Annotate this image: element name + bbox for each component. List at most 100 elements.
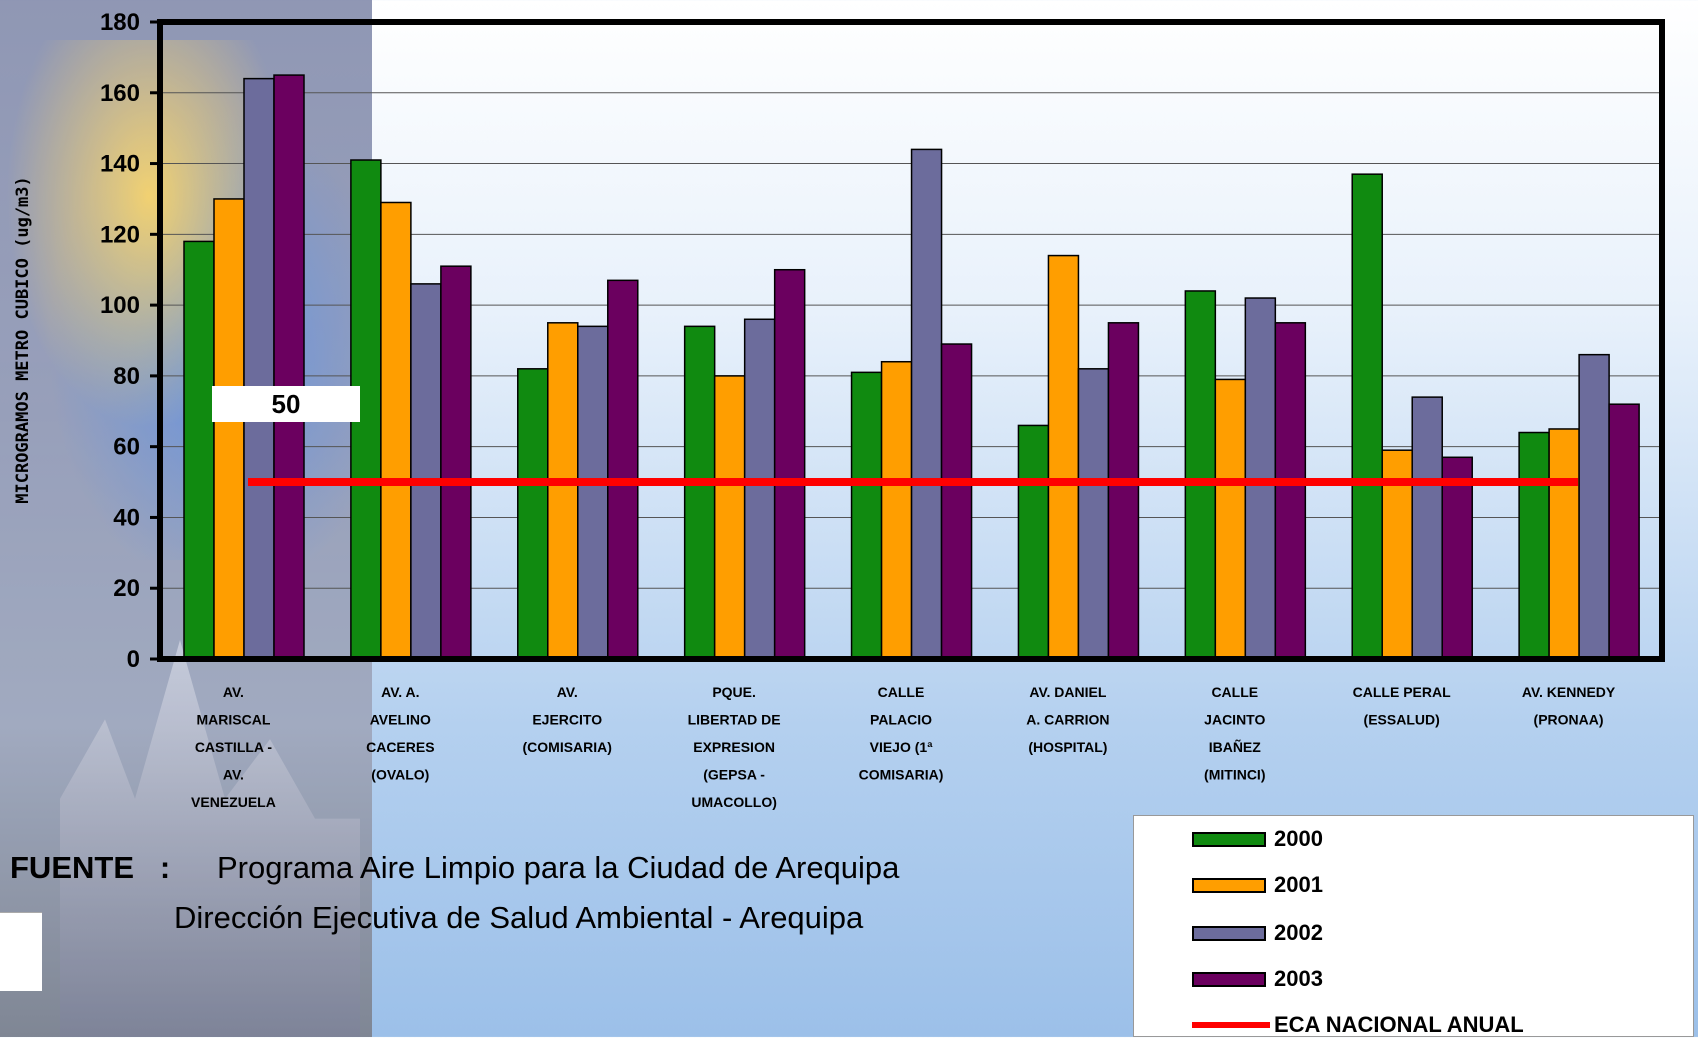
legend-item-2000: 2000 (1192, 826, 1323, 852)
category-label: CALLE PERAL (ESSALUD) (1353, 684, 1451, 728)
category-label-line: JACINTO (1204, 712, 1265, 728)
bar-2002-8 (1578, 353, 1610, 660)
category-label: AV. MARISCAL CASTILLA - AV. VENEZUELA (191, 684, 276, 810)
y-tick-label: 140 (100, 151, 140, 178)
category-label: AV. A. AVELINO CACERES (OVALO) (366, 684, 434, 783)
y-tick-label: 0 (127, 646, 140, 673)
bar-2003-7 (1441, 456, 1473, 660)
bar-2002-5 (1077, 368, 1110, 660)
y-axis-title: MICROGRAMOS METRO CUBICO (ug/m3) (13, 176, 33, 504)
source-label: FUENTE : (10, 850, 171, 885)
category-label-line: IBAÑEZ (1209, 738, 1262, 755)
category-label-line: CACERES (366, 739, 434, 755)
bar-2000-7 (1351, 173, 1383, 660)
category-label-line: CALLE (878, 684, 925, 700)
category-label: AV. EJERCITO (COMISARIA) (523, 684, 612, 755)
y-tick-label: 80 (113, 363, 140, 390)
category-label-line: CALLE PERAL (1353, 684, 1451, 700)
source-text-2: Dirección Ejecutiva de Salud Ambiental -… (174, 900, 864, 935)
category-label-line: AV. (223, 684, 244, 700)
bars (183, 74, 1640, 660)
bar-2001-8 (1548, 428, 1580, 660)
category-label: PQUE. LIBERTAD DE EXPRESION (GEPSA - UMACOLL… (688, 684, 781, 810)
bar-2003-5 (1107, 322, 1140, 660)
legend-label: 2002 (1274, 920, 1323, 945)
category-label-line: VIEJO (1ª (870, 739, 934, 755)
category-label-line: VENEZUELA (191, 794, 276, 810)
bar-2000-4 (850, 371, 883, 660)
y-axis-ticks: 0 20 40 60 80 100 120 140 160 180 (100, 9, 160, 673)
x-axis-category-labels: AV. MARISCAL CASTILLA - AV. VENEZUELA AV. A. A… (191, 684, 1616, 810)
category-label: CALLE JACINTO IBAÑEZ (MITINCI) (1204, 684, 1265, 783)
bar-2003-2 (607, 279, 639, 660)
category-label-line: CASTILLA - (195, 739, 273, 755)
legend-swatch (1192, 971, 1266, 987)
bar-2000-3 (683, 325, 716, 660)
left-edge-box (0, 912, 42, 991)
bar-2000-5 (1017, 424, 1050, 660)
category-label-line: (ESSALUD) (1364, 712, 1440, 728)
bar-2001-4 (880, 360, 913, 660)
bar-2002-3 (743, 318, 776, 660)
source-line-1: FUENTE : Programa Aire Limpio para la Ciu… (10, 843, 899, 893)
bar-2000-6 (1184, 290, 1217, 660)
legend-swatch (1192, 831, 1266, 847)
category-label-line: (COMISARIA) (523, 739, 612, 755)
bar-2001-6 (1214, 378, 1247, 660)
category-label-line: MARISCAL (196, 712, 270, 728)
category-label: AV. KENNEDY (PRONAA) (1522, 684, 1616, 728)
bar-2001-2 (547, 322, 579, 660)
legend-swatch (1192, 925, 1266, 941)
category-label-line: PQUE. (712, 684, 756, 700)
bar-2000-0 (183, 240, 215, 660)
legend: 2000 2001 2002 2003 ECA NACIONAL ANUAL (1133, 815, 1694, 1037)
y-tick-label: 20 (113, 575, 140, 602)
legend-item-2002: 2002 (1192, 920, 1323, 946)
category-label-line: AV. A. (381, 684, 419, 700)
category-label-line: CALLE (1211, 684, 1258, 700)
bar-2002-2 (577, 325, 609, 660)
category-label-line: UMACOLLO) (691, 794, 777, 810)
bar-2001-5 (1047, 254, 1080, 660)
y-tick-label: 60 (113, 434, 140, 461)
category-label: CALLE PALACIO VIEJO (1ª COMISARIA) (859, 684, 944, 783)
bar-2003-4 (940, 343, 973, 660)
y-tick-label: 180 (100, 9, 140, 36)
category-label-line: AV. KENNEDY (1522, 684, 1616, 700)
y-tick-label: 100 (100, 292, 140, 319)
plot-frame (157, 19, 1665, 662)
y-tick-label: 40 (113, 504, 140, 531)
category-label-line: (HOSPITAL) (1028, 739, 1107, 755)
reference-value-label: 50 (212, 386, 360, 422)
legend-label: 2000 (1274, 826, 1323, 851)
bar-2002-4 (910, 148, 943, 660)
legend-label: ECA NACIONAL ANUAL (1274, 1012, 1524, 1037)
category-label-line: AV. (223, 767, 244, 783)
category-label-line: AVELINO (370, 712, 431, 728)
category-label-line: PALACIO (870, 712, 932, 728)
legend-label: 2003 (1274, 966, 1323, 991)
bar-2003-0 (273, 74, 305, 660)
legend-item-2003: 2003 (1192, 966, 1323, 992)
category-label-line: EJERCITO (532, 712, 602, 728)
bar-2002-0 (243, 77, 275, 660)
y-tick-label: 160 (100, 80, 140, 107)
legend-swatch (1192, 877, 1266, 893)
bar-2001-1 (380, 201, 412, 660)
source-text-1: Programa Aire Limpio para la Ciudad de A… (217, 850, 900, 885)
bar-2002-7 (1411, 396, 1443, 660)
y-tick-label: 120 (100, 221, 140, 248)
legend-line-swatch (1192, 1022, 1270, 1028)
category-label-line: COMISARIA) (859, 767, 944, 783)
bar-2003-8 (1608, 403, 1640, 660)
category-label-line: (PRONAA) (1534, 712, 1604, 728)
category-label: AV. DANIEL A. CARRION (HOSPITAL) (1026, 684, 1109, 755)
bar-2003-6 (1274, 322, 1307, 660)
source-note: FUENTE : Programa Aire Limpio para la Ciu… (10, 843, 899, 943)
bar-2000-8 (1518, 431, 1550, 660)
category-label-line: EXPRESION (693, 739, 775, 755)
category-label-line: AV. (557, 684, 578, 700)
category-label-line: AV. DANIEL (1029, 684, 1106, 700)
bar-2000-2 (517, 368, 549, 660)
